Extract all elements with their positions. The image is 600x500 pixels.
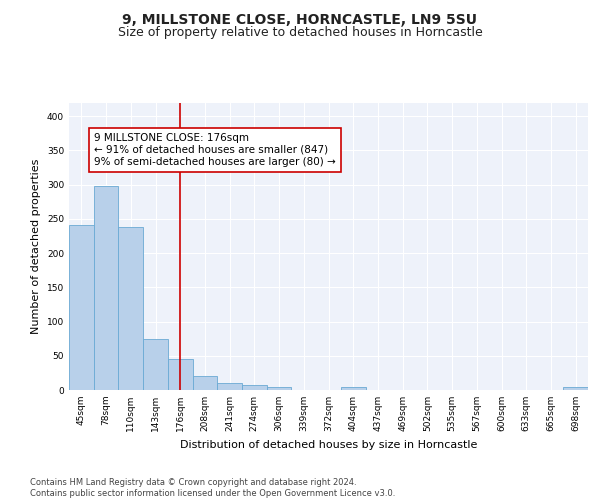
Text: Size of property relative to detached houses in Horncastle: Size of property relative to detached ho… — [118, 26, 482, 39]
Bar — [267, 386, 292, 390]
Bar — [168, 359, 193, 390]
Bar — [341, 386, 365, 390]
Text: 9, MILLSTONE CLOSE, HORNCASTLE, LN9 5SU: 9, MILLSTONE CLOSE, HORNCASTLE, LN9 5SU — [122, 12, 478, 26]
Text: 9 MILLSTONE CLOSE: 176sqm
← 91% of detached houses are smaller (847)
9% of semi-: 9 MILLSTONE CLOSE: 176sqm ← 91% of detac… — [94, 134, 335, 166]
Y-axis label: Number of detached properties: Number of detached properties — [31, 158, 41, 334]
Bar — [563, 388, 588, 390]
Text: Contains HM Land Registry data © Crown copyright and database right 2024.
Contai: Contains HM Land Registry data © Crown c… — [30, 478, 395, 498]
Bar — [143, 338, 168, 390]
X-axis label: Distribution of detached houses by size in Horncastle: Distribution of detached houses by size … — [180, 440, 477, 450]
Bar — [217, 383, 242, 390]
Bar — [94, 186, 118, 390]
Bar — [118, 227, 143, 390]
Bar — [193, 376, 217, 390]
Bar — [69, 225, 94, 390]
Bar — [242, 384, 267, 390]
